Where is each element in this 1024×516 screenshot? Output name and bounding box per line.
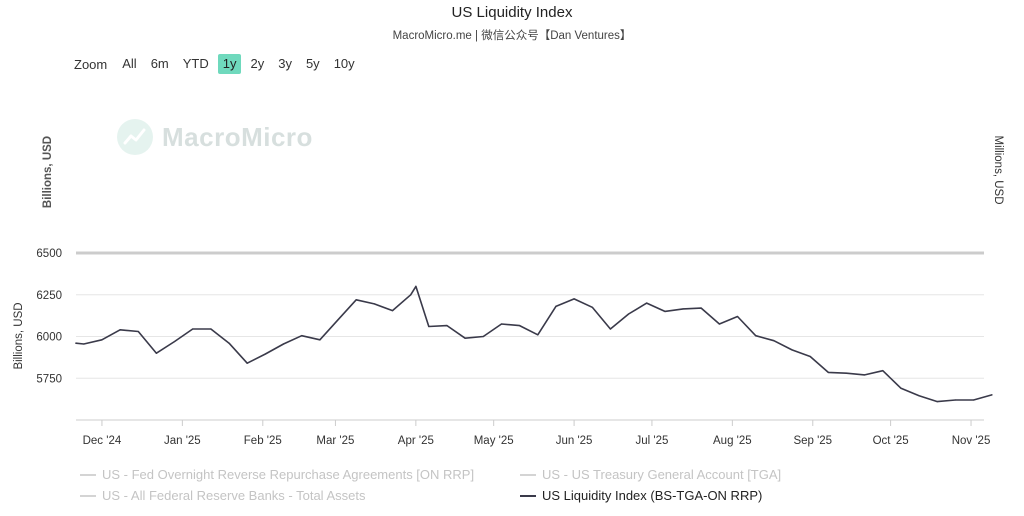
data-point[interactable]: [918, 395, 920, 397]
data-point[interactable]: [991, 394, 993, 396]
data-point[interactable]: [373, 303, 375, 305]
zoom-bar: Zoom All 6m YTD 1y 2y 3y 5y 10y: [74, 54, 364, 74]
data-point[interactable]: [301, 335, 303, 337]
data-point[interactable]: [609, 328, 612, 330]
data-point[interactable]: [973, 399, 975, 401]
x-tick-label: Feb '25: [244, 435, 282, 447]
y-tick-label: 6000: [36, 332, 62, 344]
data-point[interactable]: [319, 339, 321, 341]
data-point[interactable]: [682, 308, 684, 310]
zoom-all-button[interactable]: All: [122, 56, 137, 71]
data-point[interactable]: [628, 313, 630, 315]
legend-label: US - Fed Overnight Reverse Repurchase Ag…: [102, 467, 475, 482]
data-point[interactable]: [75, 342, 77, 344]
y-tick-label: 6250: [36, 290, 62, 302]
data-point[interactable]: [936, 401, 938, 403]
data-point[interactable]: [246, 362, 248, 364]
data-point[interactable]: [573, 298, 575, 300]
legend-item-total-assets[interactable]: US - All Federal Reserve Banks - Total A…: [80, 488, 365, 503]
legend-swatch: [80, 473, 96, 476]
x-tick-label: Jan '25: [164, 435, 201, 447]
data-point[interactable]: [428, 325, 430, 328]
data-point[interactable]: [736, 315, 739, 318]
data-point[interactable]: [482, 335, 484, 338]
data-point[interactable]: [882, 370, 884, 372]
legend-label: US Liquidity Index (BS-TGA-ON RRP): [542, 488, 763, 503]
chart-title: US Liquidity Index: [451, 4, 573, 21]
data-point[interactable]: [555, 305, 557, 307]
x-tick-label: Oct '25: [873, 435, 909, 447]
data-point[interactable]: [791, 349, 793, 351]
data-point[interactable]: [773, 340, 775, 342]
zoom-2y-button[interactable]: 2y: [250, 56, 265, 71]
navigator-band[interactable]: [76, 251, 984, 255]
data-point[interactable]: [155, 352, 157, 354]
x-tick-label: Nov '25: [952, 435, 991, 447]
data-point[interactable]: [845, 372, 848, 374]
x-tick-label: Aug '25: [713, 435, 752, 447]
legend-swatch: [80, 494, 96, 497]
series-line-liquidity-index[interactable]: [75, 285, 993, 403]
data-point[interactable]: [355, 299, 357, 301]
y-tick-label: 6500: [36, 248, 62, 260]
data-point[interactable]: [192, 328, 194, 330]
legend-item-liquidity-index[interactable]: US Liquidity Index (BS-TGA-ON RRP): [520, 488, 762, 503]
y-tick-label: 5750: [36, 373, 62, 385]
x-tick-label: Jul '25: [635, 435, 668, 447]
data-point[interactable]: [174, 340, 176, 343]
legend-label: US - US Treasury General Account [TGA]: [542, 467, 782, 482]
data-point[interactable]: [464, 337, 466, 339]
data-point[interactable]: [119, 329, 121, 331]
watermark-logo: MacroMicro: [116, 118, 313, 156]
x-tick-label: Jun '25: [556, 435, 593, 447]
data-point[interactable]: [210, 328, 212, 330]
zoom-5y-button[interactable]: 5y: [305, 56, 320, 71]
legend-label: US - All Federal Reserve Banks - Total A…: [102, 488, 366, 503]
data-point[interactable]: [700, 307, 702, 309]
data-point[interactable]: [446, 325, 448, 327]
x-tick-label: Apr '25: [398, 435, 434, 447]
zoom-ytd-button[interactable]: YTD: [182, 56, 209, 71]
data-point[interactable]: [954, 399, 957, 401]
x-tick-label: Dec '24: [83, 435, 122, 447]
legend-item-on-rrp[interactable]: US - Fed Overnight Reverse Repurchase Ag…: [80, 467, 474, 482]
x-tick-label: Sep '25: [793, 435, 832, 447]
data-point[interactable]: [391, 310, 394, 312]
data-point[interactable]: [519, 325, 521, 327]
data-point[interactable]: [282, 343, 285, 345]
zoom-10y-button[interactable]: 10y: [333, 56, 355, 71]
data-point[interactable]: [591, 306, 593, 308]
watermark-text: MacroMicro: [162, 121, 313, 152]
data-point[interactable]: [137, 330, 139, 333]
data-point[interactable]: [827, 371, 829, 373]
zoom-6m-button[interactable]: 6m: [150, 56, 169, 71]
x-tick-label: May '25: [474, 435, 514, 447]
data-point[interactable]: [500, 323, 503, 325]
zoom-1y-button[interactable]: 1y: [217, 54, 242, 74]
data-point[interactable]: [664, 310, 666, 312]
data-point[interactable]: [900, 387, 902, 389]
x-tick-label: Mar '25: [316, 435, 354, 447]
legend-swatch: [520, 494, 536, 497]
legend-swatch: [520, 473, 536, 476]
zoom-3y-button[interactable]: 3y: [278, 56, 292, 71]
data-point[interactable]: [646, 302, 648, 304]
data-point[interactable]: [228, 342, 230, 344]
legend-item-tga[interactable]: US - US Treasury General Account [TGA]: [520, 467, 781, 482]
chart-subtitle: MacroMicro.me | 微信公众号【Dan Ventures】: [392, 30, 632, 42]
data-point[interactable]: [101, 339, 103, 341]
data-point[interactable]: [864, 374, 866, 376]
macromicro-logo-icon: [117, 119, 153, 155]
data-point[interactable]: [809, 355, 811, 358]
data-point[interactable]: [264, 353, 266, 355]
data-point[interactable]: [83, 343, 85, 345]
data-point[interactable]: [410, 294, 412, 296]
zoom-label: Zoom: [74, 56, 108, 72]
data-point[interactable]: [718, 323, 721, 325]
data-point[interactable]: [415, 285, 417, 287]
data-point[interactable]: [337, 319, 339, 321]
data-point[interactable]: [537, 334, 539, 336]
data-point[interactable]: [755, 335, 757, 337]
